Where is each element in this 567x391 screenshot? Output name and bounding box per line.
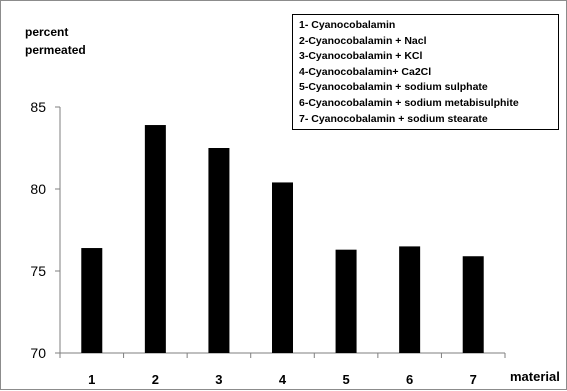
bar-3 bbox=[208, 148, 230, 353]
bar-7 bbox=[462, 256, 484, 353]
y-tick-label: 70 bbox=[30, 345, 46, 361]
x-tick-label-6: 6 bbox=[406, 372, 413, 387]
y-tick-label: 80 bbox=[30, 181, 46, 197]
x-axis-label: material bbox=[510, 369, 560, 384]
bar-6 bbox=[399, 246, 421, 353]
bar-2 bbox=[144, 125, 166, 353]
y-axis-label-line-1: percent bbox=[25, 25, 69, 39]
y-tick-label: 85 bbox=[30, 99, 46, 115]
legend-item-2: 2-Cyanocobalamin + Nacl bbox=[299, 34, 427, 47]
legend-item-6: 6-Cyanocobalamin + sodium metabisulphite bbox=[299, 96, 519, 109]
legend-item-1: 1- Cyanocobalamin bbox=[299, 19, 396, 31]
x-tick-label-4: 4 bbox=[279, 372, 287, 387]
legend: 1- Cyanocobalamin 2-Cyanocobalamin + Nac… bbox=[292, 14, 559, 131]
x-tick-label-3: 3 bbox=[215, 372, 222, 387]
x-tick-label-7: 7 bbox=[470, 372, 477, 387]
y-axis-label-line-2: permeated bbox=[25, 43, 86, 57]
legend-item-5: 5-Cyanocobalamin + sodium sulphate bbox=[299, 81, 488, 94]
legend-item-4: 4-Cyanocobalamin+ Ca2Cl bbox=[299, 65, 432, 78]
bar-4 bbox=[272, 182, 293, 353]
x-tick-label-2: 2 bbox=[152, 372, 159, 387]
y-tick-label: 75 bbox=[30, 263, 46, 279]
x-tick-label-5: 5 bbox=[342, 372, 349, 387]
bar-5 bbox=[335, 249, 357, 353]
x-tick-label-1: 1 bbox=[88, 372, 95, 387]
bar-1 bbox=[81, 248, 103, 353]
legend-item-7: 7- Cyanocobalamin + sodium stearate bbox=[299, 112, 488, 125]
legend-item-3: 3-Cyanocobalamin + KCl bbox=[299, 50, 423, 63]
